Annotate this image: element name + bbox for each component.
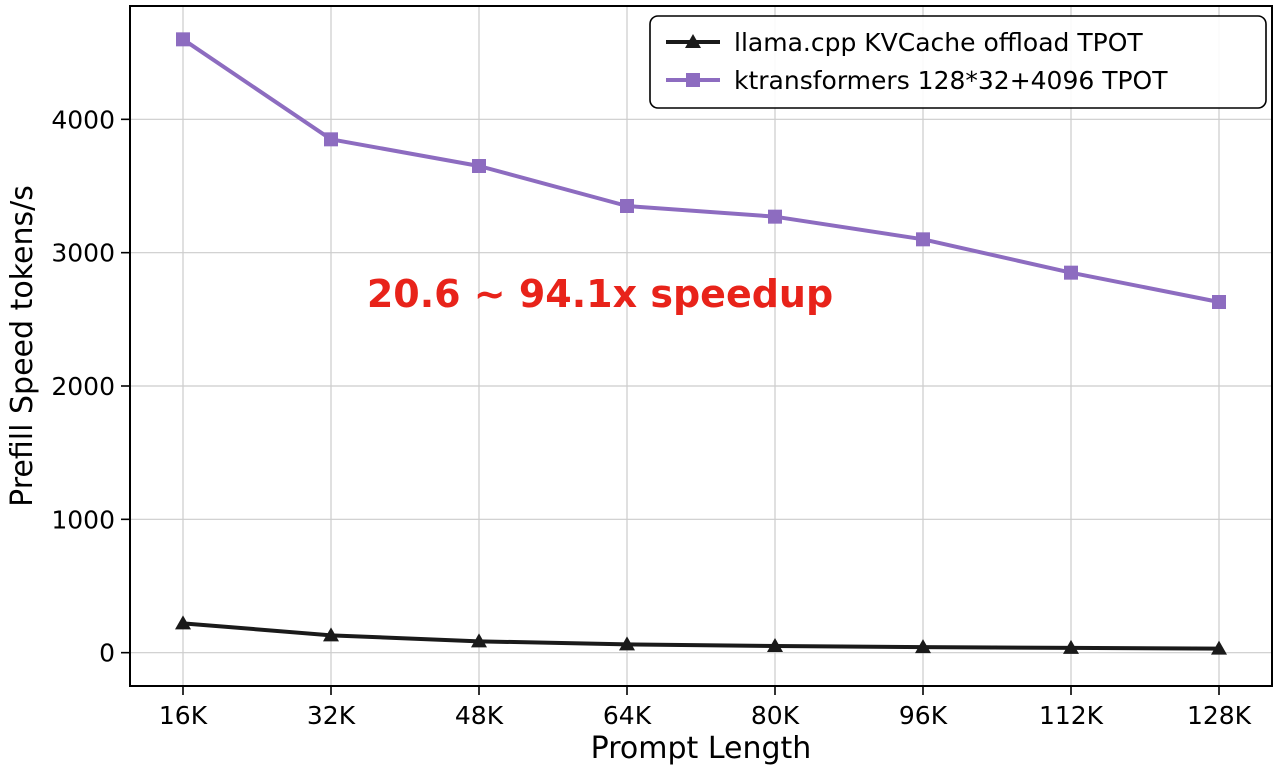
legend-item: ktransformers 128*32+4096 TPOT [666,66,1168,95]
triangle-marker [915,639,931,654]
square-marker [916,232,930,247]
square-marker [1212,295,1226,309]
legend-label: ktransformers 128*32+4096 TPOT [734,66,1168,95]
legend-box [649,15,1267,109]
speedup-annotation: 20.6 ~ 94.1x speedup [367,272,833,316]
square-marker [324,132,338,147]
x-tick-label: 48K [455,701,504,730]
triangle-marker [175,615,191,630]
y-axis-label: Prefill Speed tokens/s [5,185,40,507]
x-axis-label: Prompt Length [591,731,812,766]
square-marker [176,32,190,47]
square-marker [768,209,782,224]
square-marker [686,73,700,87]
triangle-marker [685,34,701,48]
y-tick-label: 0 [99,639,115,668]
square-marker [472,159,486,173]
triangle-marker [471,633,487,648]
series-ktransformers [176,32,1226,309]
y-tick-label: 4000 [51,105,115,134]
x-tick-label: 32K [307,701,356,730]
series-line [181,621,1221,651]
triangle-marker [1063,639,1079,654]
x-tick-label: 80K [751,701,800,730]
square-marker [1064,265,1078,280]
x-tick-label: 128K [1187,701,1252,730]
triangle-marker [323,627,339,642]
legend-item: llama.cpp KVCache offload TPOT [666,28,1143,57]
triangle-marker [1211,640,1227,655]
legend: llama.cpp KVCache offload TPOT ktransform… [649,15,1267,109]
square-marker [620,199,634,213]
x-tick-label: 112K [1039,701,1104,730]
y-tick-label: 1000 [51,505,115,534]
y-tick-label: 2000 [51,372,115,401]
x-tick-label: 96K [899,701,948,730]
series-llamacpp [175,615,1227,655]
x-tick-label: 16K [159,701,208,730]
y-tick-label: 3000 [51,239,115,268]
triangle-marker [767,638,783,652]
x-tick-label: 64K [603,701,652,730]
plot-border [129,5,1273,687]
legend-label: llama.cpp KVCache offload TPOT [734,28,1143,57]
triangle-marker [619,636,635,651]
series-line [181,37,1221,304]
